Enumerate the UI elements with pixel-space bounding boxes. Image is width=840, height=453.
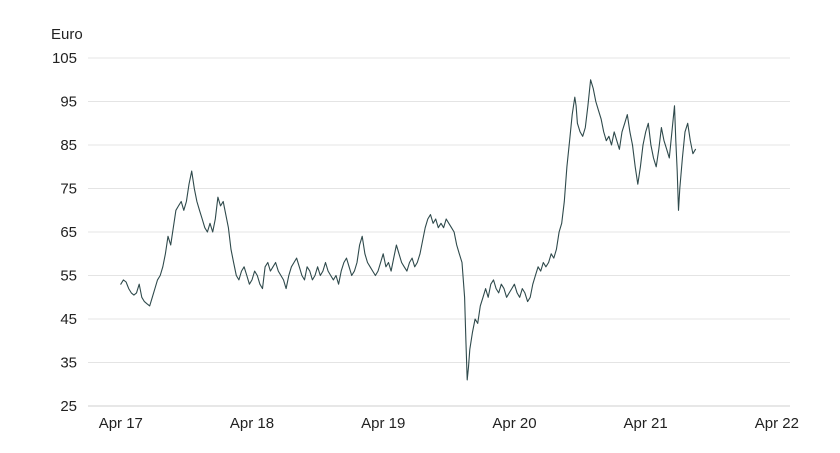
y-tick-label: 75 [60,181,77,198]
horizontal-gridlines [88,57,790,407]
x-tick-label: Apr 19 [361,415,405,432]
x-axis-tick-labels: Apr 17 Apr 18 Apr 19 Apr 20 Apr 21 Apr 22 [99,415,799,432]
series-group [120,79,697,381]
x-tick-label: Apr 21 [624,415,668,432]
y-axis-tick-labels: 105 95 85 75 65 55 45 35 25 [52,50,77,415]
y-tick-label: 25 [60,398,77,415]
y-tick-label: 65 [60,224,77,241]
y-tick-label: 55 [60,268,77,285]
series-line [120,79,697,381]
y-tick-label: 45 [60,311,77,328]
y-axis-unit-label: Euro [51,26,83,43]
x-tick-label: Apr 18 [230,415,274,432]
y-tick-label: 35 [60,355,77,372]
x-tick-label: Apr 20 [492,415,536,432]
x-tick-label: Apr 22 [755,415,799,432]
x-tick-label: Apr 17 [99,415,143,432]
y-tick-label: 85 [60,137,77,154]
y-tick-label: 105 [52,50,77,67]
y-tick-label: 95 [60,94,77,111]
